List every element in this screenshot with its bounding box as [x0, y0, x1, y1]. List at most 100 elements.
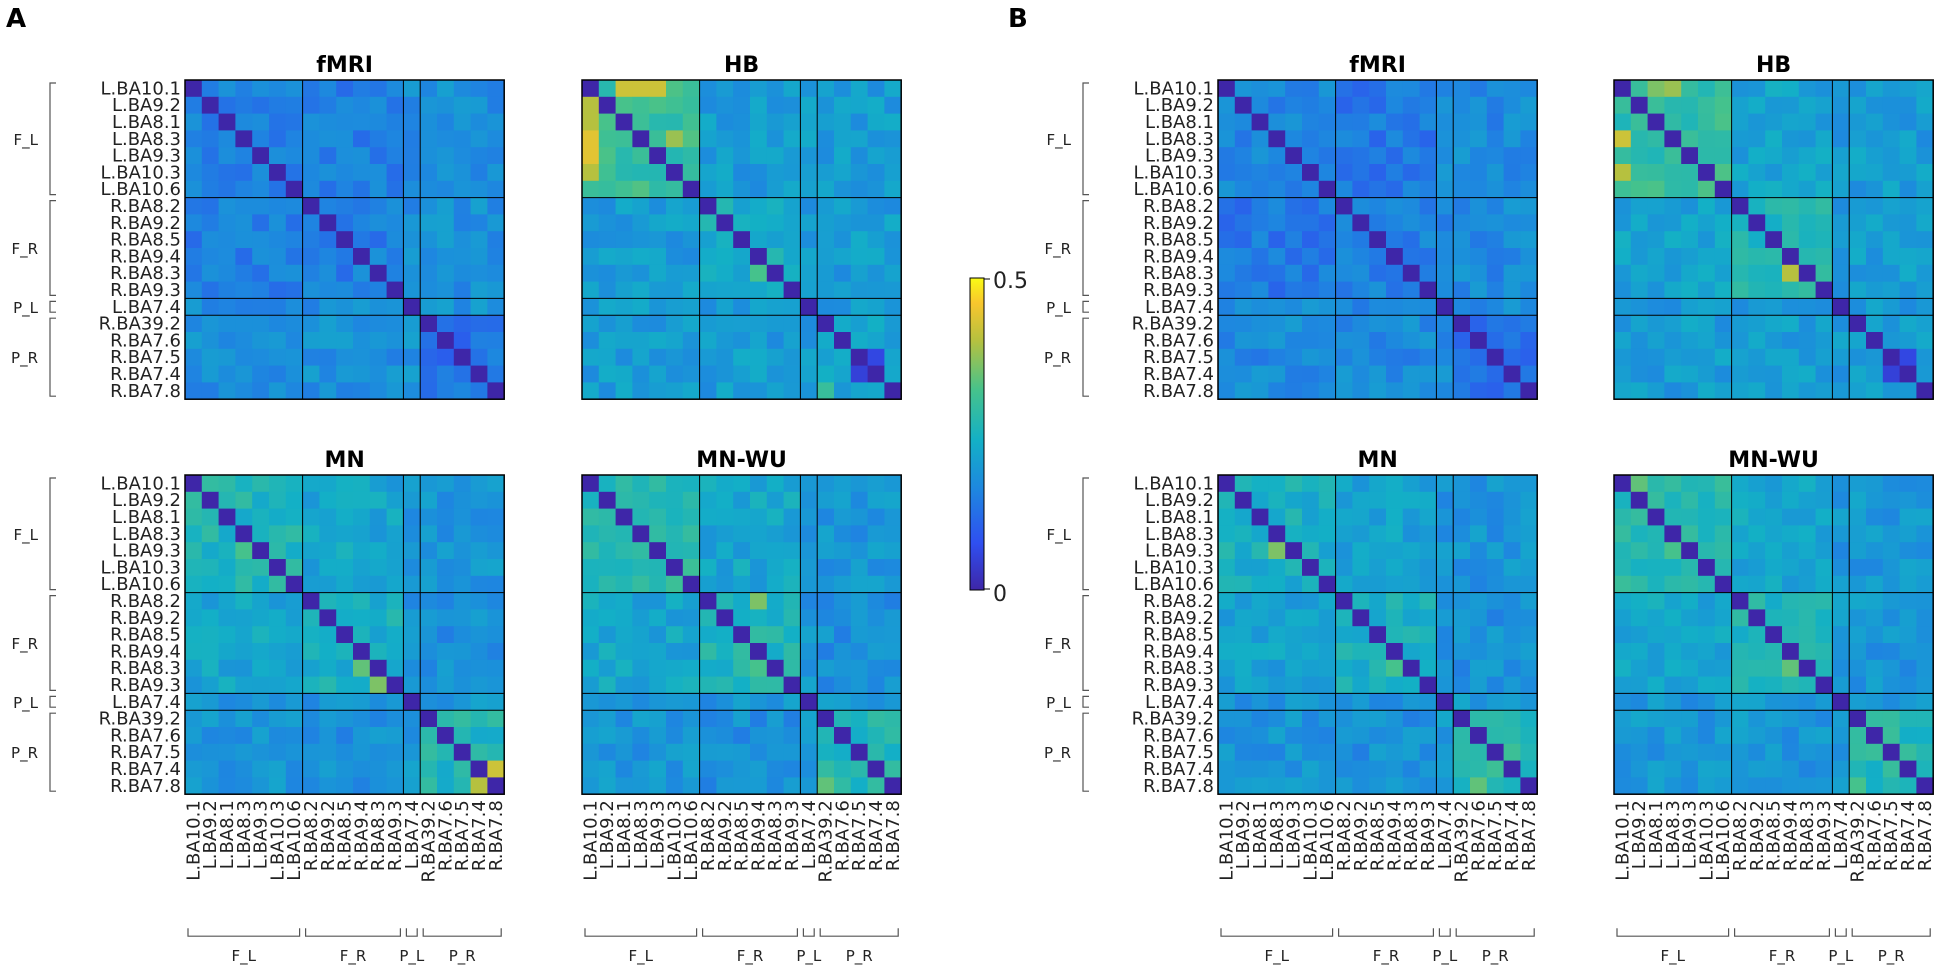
heatmap-cell [386, 710, 404, 728]
column-label: R.BA8.5 [335, 800, 356, 871]
heatmap-cell [403, 508, 421, 526]
heatmap-cell [453, 643, 471, 661]
heatmap-cell [716, 659, 734, 677]
heatmap-cell [1352, 491, 1370, 509]
heatmap-cell [1251, 298, 1269, 316]
heatmap-cell [1647, 348, 1665, 366]
heatmap-cell [615, 130, 633, 148]
heatmap-cell [1486, 180, 1504, 198]
heatmap-cell [185, 710, 203, 728]
heatmap-cell [615, 113, 633, 131]
heatmap-cell [817, 365, 835, 383]
heatmap-cell [218, 508, 236, 526]
heatmap-cell [1849, 559, 1867, 577]
heatmap-cell [1486, 475, 1504, 493]
heatmap-cell [1630, 298, 1648, 316]
row-label: R.BA8.3 [110, 263, 181, 284]
heatmap-cell [1335, 643, 1353, 661]
heatmap-cell [1815, 298, 1833, 316]
heatmap-cell [1882, 592, 1900, 610]
heatmap-cell [1486, 491, 1504, 509]
heatmap-cell [218, 96, 236, 114]
heatmap-cell [1916, 164, 1934, 182]
heatmap-title: HB [1756, 53, 1791, 78]
heatmap-cell [1218, 609, 1236, 627]
heatmap-cell [252, 676, 270, 694]
heatmap-cell [1268, 197, 1286, 215]
heatmap-cell [632, 743, 650, 761]
heatmap-cell [884, 113, 902, 131]
group-bracket [49, 200, 56, 296]
heatmap-cell [252, 281, 270, 299]
heatmap-cell [1486, 281, 1504, 299]
heatmap-cell [487, 777, 505, 795]
heatmap-cell [1614, 113, 1632, 131]
heatmap-cell [1815, 365, 1833, 383]
heatmap-cell [285, 559, 303, 577]
heatmap-cell [336, 475, 354, 493]
heatmap-cell [201, 710, 219, 728]
heatmap-cell [487, 609, 505, 627]
heatmap-cell [800, 542, 818, 560]
heatmap-cell [1268, 542, 1286, 560]
heatmap-cell [1647, 693, 1665, 711]
heatmap-cell [817, 760, 835, 778]
heatmap-cell [800, 113, 818, 131]
heatmap-cell [1731, 727, 1749, 745]
heatmap-cell [1866, 659, 1884, 677]
heatmap-cell [1436, 575, 1454, 593]
group-label: P_R [11, 744, 38, 763]
heatmap-cell [699, 760, 717, 778]
heatmap-cell [1268, 348, 1286, 366]
row-label: R.BA9.3 [1143, 675, 1214, 696]
heatmap-hb: HB [581, 53, 902, 400]
heatmap-cell [766, 197, 784, 215]
heatmap-cell [302, 542, 320, 560]
heatmap-cell [1899, 180, 1917, 198]
heatmap-cell [1302, 231, 1320, 249]
heatmap-cell [699, 113, 717, 131]
heatmap-cell [632, 575, 650, 593]
heatmap-cell [1765, 231, 1783, 249]
heatmap-cell [1698, 760, 1716, 778]
heatmap-cell [850, 197, 868, 215]
heatmap-cell [185, 332, 203, 350]
heatmap-cell [1866, 365, 1884, 383]
heatmap-cell [1748, 676, 1766, 694]
heatmap-cell [319, 491, 337, 509]
heatmap-cell [750, 130, 768, 148]
heatmap-cell [1386, 542, 1404, 560]
column-label: R.BA9.3 [385, 800, 406, 871]
heatmap-cell [1285, 475, 1303, 493]
heatmap-cell [1782, 348, 1800, 366]
heatmap-cell [1614, 777, 1632, 795]
heatmap-cell [319, 281, 337, 299]
group-label: F_R [11, 635, 38, 654]
heatmap-cell [1234, 777, 1252, 795]
heatmap-cell [1268, 676, 1286, 694]
heatmap-cell [1251, 643, 1269, 661]
heatmap-cell [1352, 777, 1370, 795]
heatmap-cell [850, 626, 868, 644]
heatmap-cell [1285, 348, 1303, 366]
heatmap-cell [682, 777, 700, 795]
heatmap-cell [1664, 508, 1682, 526]
heatmap-cell [1630, 710, 1648, 728]
heatmap-cell [1352, 727, 1370, 745]
heatmap-cell [353, 80, 371, 98]
heatmap-cell [850, 332, 868, 350]
heatmap-cell [1798, 130, 1816, 148]
heatmap-cell [1849, 96, 1867, 114]
heatmap-cell [1285, 113, 1303, 131]
heatmap-cell [302, 180, 320, 198]
heatmap-cell [1234, 164, 1252, 182]
heatmap-cell [1335, 164, 1353, 182]
heatmap-cell [1916, 508, 1934, 526]
heatmap-cell [716, 80, 734, 98]
heatmap-cell [201, 315, 219, 333]
heatmap-cell [403, 281, 421, 299]
heatmap-cell [615, 80, 633, 98]
heatmap-cell [1882, 693, 1900, 711]
heatmap-cell [420, 147, 438, 165]
heatmap-cell [235, 475, 253, 493]
